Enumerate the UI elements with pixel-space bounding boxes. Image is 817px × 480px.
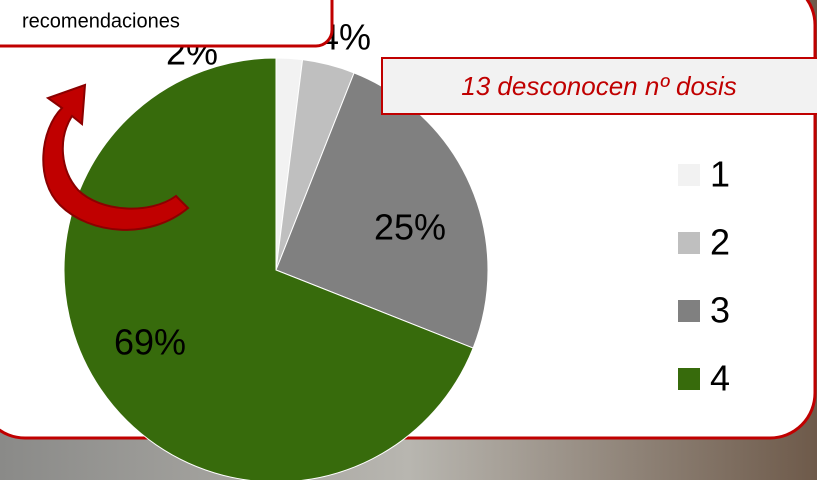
legend-label: 4 [710, 358, 730, 399]
legend-swatch [678, 164, 700, 186]
data-label: 69% [114, 322, 186, 363]
legend-label: 3 [710, 290, 730, 331]
pie [64, 58, 488, 480]
legend-label: 1 [710, 154, 730, 195]
chart: 2%4%25%69% recomendaciones 13 desconocen… [0, 0, 817, 480]
legend-label: 2 [710, 222, 730, 263]
page: {"chart_data": {"type": "pie", "categori… [0, 0, 817, 480]
callout-text: recomendaciones [22, 10, 180, 32]
data-label: 25% [374, 207, 446, 248]
legend-swatch [678, 232, 700, 254]
legend-swatch [678, 368, 700, 390]
annotation: 13 desconocen nº dosis [461, 71, 736, 101]
legend-swatch [678, 300, 700, 322]
